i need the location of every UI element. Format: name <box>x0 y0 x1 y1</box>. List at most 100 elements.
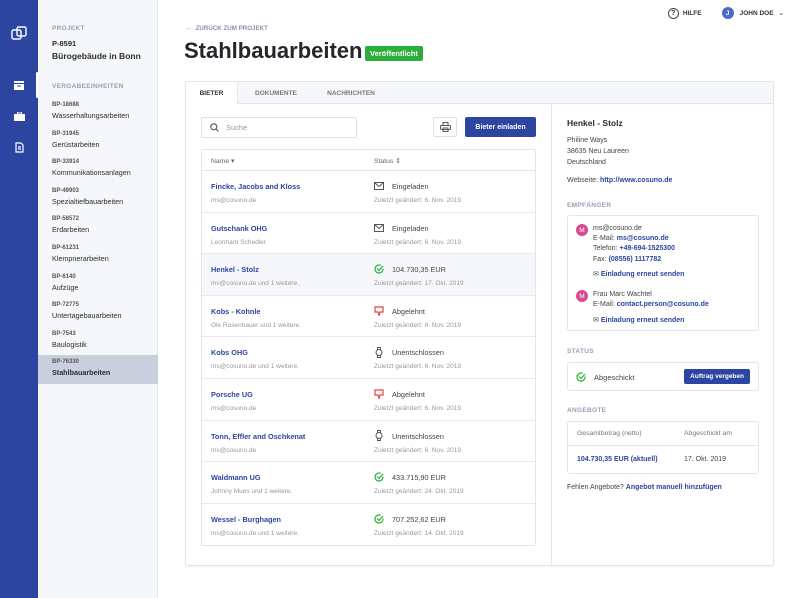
print-button[interactable] <box>433 117 457 137</box>
units-caption: VERGABEEINHEITEN <box>52 83 124 90</box>
bidder-status: Unentschlossen <box>392 431 444 441</box>
sidebar-item-bp-31945[interactable]: BP-31945 Gerüstarbeiten <box>38 127 158 156</box>
unit-name: Klempnerarbeiten <box>52 254 109 263</box>
chevron-down-icon[interactable]: ⌄ <box>778 10 784 17</box>
table-row[interactable]: Porsche UG ms@cosuno.de Abgelehnt Zuletz… <box>202 379 535 421</box>
bidder-contact: ms@cosuno.de <box>211 404 257 412</box>
user-menu[interactable]: JOHN DOE <box>739 9 774 17</box>
watch-icon <box>374 346 384 358</box>
unit-name: Wasserhaltungsarbeiten <box>52 111 130 120</box>
bidder-status: 433.715,90 EUR <box>392 473 446 483</box>
tab-nachrichten[interactable]: NACHRICHTEN <box>327 89 375 97</box>
last-changed: Zuletzt geändert: 6. Nov. 2019 <box>374 197 461 204</box>
top-bar: ? HILFE J JOHN DOE ⌄ <box>667 7 784 19</box>
unit-name: Untertagebauarbeiten <box>52 311 122 321</box>
unit-code: BP-61231 <box>52 245 80 251</box>
help-icon[interactable]: ? <box>667 7 679 19</box>
recipients-box: M ms@cosuno.de E-Mail: ms@cosuno.de Tele… <box>567 215 759 331</box>
phone-link[interactable]: +49-694-1525300 <box>619 245 675 252</box>
sidebar-item-bp-6140[interactable]: BP-6140 Aufzüge <box>38 270 158 299</box>
bidder-name-link[interactable]: Fincke, Jacobs and Kloss <box>211 182 301 191</box>
table-row[interactable]: Kobs OHG ms@cosuno.de und 1 weitere. Une… <box>202 337 535 379</box>
tab-dokumente[interactable]: DOKUMENTE <box>255 89 297 97</box>
sidebar-item-bp-49903[interactable]: BP-49903 Spezialtiefbauarbeiten <box>38 184 158 213</box>
table-row[interactable]: Wessel - Burghagen ms@cosuno.de und 1 we… <box>202 504 535 546</box>
recipient-name: ms@cosuno.de <box>593 225 642 232</box>
briefcase-icon[interactable] <box>11 108 27 124</box>
offer-amount-link[interactable]: 104.730,35 EUR (aktuell) <box>577 456 658 463</box>
sidebar-item-bp-61231[interactable]: BP-61231 Klempnerarbeiten <box>38 241 158 270</box>
unit-name: Baulogistik <box>52 339 87 349</box>
mail-icon <box>374 223 384 233</box>
column-status[interactable]: Status ⇕ <box>374 158 401 165</box>
bidder-name: Henkel - Stolz <box>567 118 623 128</box>
search-input[interactable]: Suche <box>201 117 357 138</box>
table-row[interactable]: Henkel - Stolz ms@cosuno.de und 1 weiter… <box>202 254 535 296</box>
address-line: Philine Ways <box>567 137 608 144</box>
avatar[interactable]: J <box>721 7 734 19</box>
bidder-name-link[interactable]: Waldmann UG <box>211 473 261 483</box>
sidebar-item-bp-7543[interactable]: BP-7543 Baulogistik <box>38 327 158 356</box>
mail-icon: ✉ <box>593 317 599 324</box>
thumbs-down-icon <box>374 306 384 316</box>
bidder-contact: ms@cosuno.de <box>211 197 257 204</box>
unit-code: BP-72775 <box>52 302 80 309</box>
project-sidebar: PROJEKT P-8591 Bürogebäude in Bonn VERGA… <box>38 0 158 598</box>
sidebar-item-bp-18688[interactable]: BP-18688 Wasserhaltungsarbeiten <box>38 98 158 127</box>
fax-link[interactable]: (08556) 1117782 <box>608 256 662 263</box>
add-offer-manually-link[interactable]: Angebot manuell hinzufügen <box>625 484 722 491</box>
recipients-caption: EMPFÄNGER <box>567 202 612 209</box>
panel-divider <box>551 104 552 565</box>
thumbs-down-icon <box>374 389 384 399</box>
phone-label: Telefon: <box>593 245 618 252</box>
bidder-name-link[interactable]: Gutschank OHG <box>211 223 268 233</box>
email-link[interactable]: ms@cosuno.de <box>616 235 669 242</box>
offers-caption: ANGEBOTE <box>567 407 607 414</box>
sidebar-item-bp-76330[interactable]: BP-76330 Stahlbauarbeiten <box>38 355 158 384</box>
back-link[interactable]: ← ZURÜCK ZUM PROJEKT <box>186 25 268 32</box>
sidebar-item-bp-58572[interactable]: BP-58572 Erdarbeiten <box>38 212 158 241</box>
status-badge: Veröffentlicht <box>365 46 423 61</box>
recipient-name: Frau Marc Wachtel <box>593 291 652 298</box>
search-placeholder: Suche <box>226 123 248 132</box>
offers-col-amount: Gesamtbetrag (netto) <box>577 430 642 437</box>
unit-code: BP-33914 <box>52 159 80 166</box>
column-name[interactable]: Name ▾ <box>211 158 235 165</box>
logo-icon[interactable] <box>11 25 27 41</box>
inbox-icon[interactable] <box>11 77 27 93</box>
table-row[interactable]: Kobs - Kohnle Ole Rosenbauer und 1 weite… <box>202 296 535 338</box>
invite-bidder-button[interactable]: Bieter einladen <box>465 117 536 137</box>
tab-bieter[interactable]: BIETER <box>186 82 238 105</box>
bidder-name-link[interactable]: Wessel - Burghagen <box>211 514 282 524</box>
divider <box>568 445 758 446</box>
bidder-contact: ms@cosuno.de und 1 weitere. <box>211 363 299 371</box>
offers-col-date: Abgeschickt am <box>684 430 732 437</box>
recipient-avatar: M <box>576 290 588 302</box>
address-line: Deutschland <box>567 159 606 166</box>
search-icon <box>210 123 219 132</box>
sidebar-item-bp-72775[interactable]: BP-72775 Untertagebauarbeiten <box>38 298 158 327</box>
resend-invite-link[interactable]: ✉ Einladung erneut senden <box>593 316 684 324</box>
table-row[interactable]: Fincke, Jacobs and Kloss ms@cosuno.de Ei… <box>202 171 535 213</box>
resend-invite-link[interactable]: ✉ Einladung erneut senden <box>593 270 684 278</box>
bidder-name-link[interactable]: Tonn, Effler and Oschkenat <box>211 431 306 441</box>
table-row[interactable]: Tonn, Effler and Oschkenat ms@cosuno.de … <box>202 421 535 463</box>
email-link[interactable]: contact.person@cosuno.de <box>616 301 709 308</box>
bidder-name-link[interactable]: Henkel - Stolz <box>211 265 259 275</box>
sidebar-item-bp-33914[interactable]: BP-33914 Kommunikationsanlagen <box>38 155 158 184</box>
resend-label: Einladung erneut senden <box>600 271 685 278</box>
resend-label: Einladung erneut senden <box>600 317 685 324</box>
help-link[interactable]: HILFE <box>682 9 702 17</box>
page-title: Stahlbauarbeiten <box>184 38 363 63</box>
bidder-name-link[interactable]: Kobs - Kohnle <box>211 306 261 316</box>
bidder-contact: Johnny Mues und 1 weitere. <box>211 488 293 496</box>
bidder-name-link[interactable]: Kobs OHG <box>211 348 248 358</box>
award-contract-button[interactable]: Auftrag vergeben <box>684 369 750 384</box>
bidder-name-link[interactable]: Porsche UG <box>211 389 253 399</box>
last-changed: Zuletzt geändert: 24. Okt. 2019 <box>374 488 464 496</box>
project-name: Bürogebäude in Bonn <box>52 51 141 61</box>
table-row[interactable]: Waldmann UG Johnny Mues und 1 weitere. 4… <box>202 462 535 504</box>
table-row[interactable]: Gutschank OHG Leonhard Schedler Eingelad… <box>202 213 535 255</box>
website-link[interactable]: http://www.cosuno.de <box>599 177 673 184</box>
document-icon[interactable] <box>11 139 27 155</box>
